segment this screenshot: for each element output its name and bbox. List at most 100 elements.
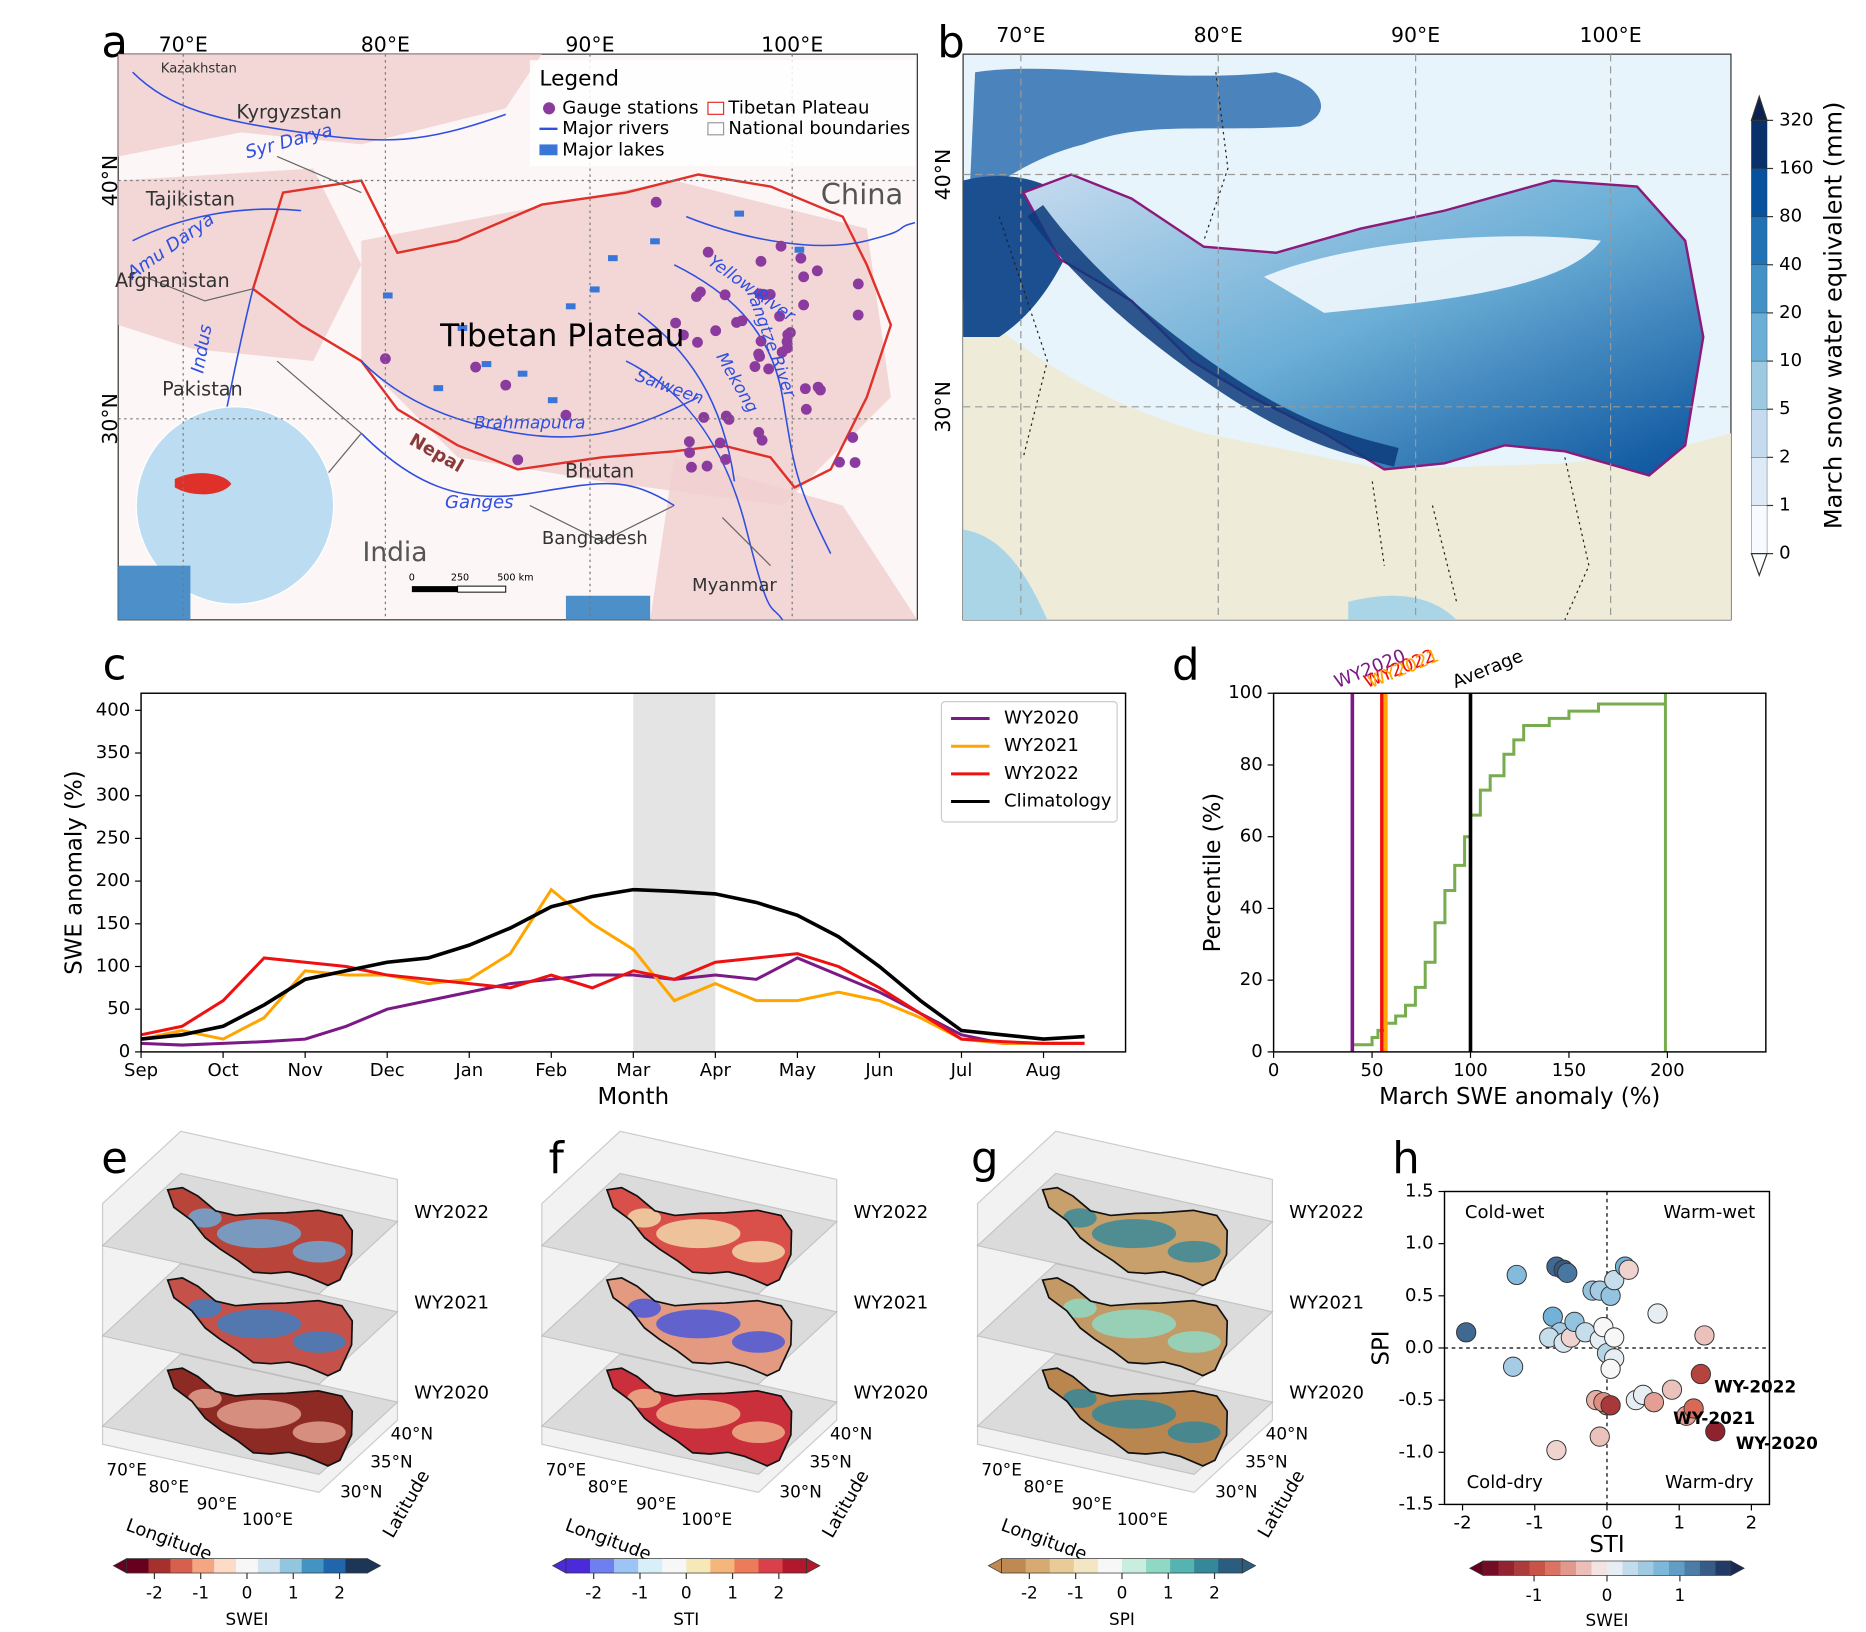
gauge-station [774,310,785,322]
lat-label: 40°N [98,155,122,207]
y-axis-label: Latitude [818,1467,873,1542]
x-tick-label: Sep [124,1060,158,1081]
colorbar-cell [686,1558,711,1574]
layer-patch [292,1240,346,1263]
lake [608,255,618,262]
colorbar-cell [279,1558,303,1574]
lat-label: 30°N [98,393,122,445]
colorbar-tick-label: 1 [288,1582,299,1602]
quadrant-label: Cold-wet [1465,1202,1545,1223]
colorbar-tick-label: 2 [773,1582,784,1602]
colorbar-cell [1560,1560,1577,1576]
annotation: WY-2020 [1736,1433,1818,1453]
y-tick-label: 60 [1240,826,1263,847]
lon-label: 80°E [588,1477,628,1497]
place-name: India [363,537,428,568]
gauge-station [379,353,391,365]
gauge-station [811,265,823,277]
x-tick-label: 2 [1746,1513,1757,1534]
scatter-point [1502,1356,1524,1377]
colorbar-tick-label: 10 [1779,350,1802,371]
x-axis-label: Month [597,1084,669,1110]
colorbar-cell [1715,1560,1732,1576]
river [360,432,675,507]
lon-label: 70°E [546,1460,586,1480]
colorbar-cell [1218,1558,1243,1574]
legend-label: Major lakes [562,139,664,160]
gauge-station [560,409,572,421]
gauge-station [784,327,796,338]
gauge-station [852,309,864,321]
y-tick-label: 1.0 [1405,1233,1434,1254]
layer-patch [732,1240,785,1263]
colorbar-extend [1750,553,1768,578]
scatter-point [1600,1395,1621,1416]
colorbar-tick-label: 0 [1779,543,1790,564]
colorbar-extend [1730,1560,1745,1577]
lon-label: 70°E [981,1460,1021,1480]
layer-patch [1062,1388,1097,1409]
layer-patch [656,1399,741,1429]
colorbar-cell [1146,1558,1171,1574]
x-tick-label: Oct [208,1060,239,1081]
scale-label: 0 [409,573,415,584]
snow-rim [1027,204,1399,467]
colorbar-cell [1498,1560,1515,1576]
scatter-point [1589,1426,1610,1447]
layer-outline [1041,1186,1229,1287]
scale-label: 250 [451,573,469,584]
quadrant-label: Cold-dry [1467,1472,1543,1493]
layer-patches [1062,1208,1221,1263]
y-tick-label: 0 [1251,1041,1262,1062]
lat-label: 40°N [391,1424,433,1444]
scatter-point [1600,1358,1621,1379]
x-tick-label: -1 [1526,1513,1544,1534]
gauge-station [698,412,710,423]
colorbar-tick-label: 2 [1779,446,1790,467]
panel-letter: e [101,1134,128,1184]
colorbar-cell [1514,1560,1530,1576]
lake [481,361,492,368]
x-tick-label: Jan [454,1060,483,1081]
x-tick-label: Aug [1026,1060,1061,1081]
x-tick-label: Feb [535,1060,567,1081]
quadrant-label: Warm-dry [1665,1472,1754,1493]
colorbar-tick-label: -1 [1067,1582,1084,1602]
colorbar-cell [1751,360,1768,410]
gauge-station [650,196,662,208]
layer-patch [188,1298,222,1318]
y-tick-label: 400 [96,699,130,720]
layer-patch [1091,1219,1177,1249]
x-tick-label: 0 [1601,1513,1612,1534]
colorbar-cell [782,1558,807,1574]
colorbar-tick-label: -2 [146,1582,163,1602]
colorbar-cell [1529,1560,1546,1576]
lon-label: 70°E [106,1460,146,1480]
colorbar-cell [1049,1558,1075,1574]
layer-outline [1041,1277,1229,1377]
y-axis-label: Latitude [379,1467,434,1542]
colorbar-tick-label: 1 [1779,494,1790,515]
gauge-station [798,271,810,283]
colorbar-cell [638,1558,663,1574]
colorbar-cell [170,1558,193,1574]
colorbar-cell [710,1558,735,1574]
scatter-point [1647,1303,1668,1324]
lat-label: 35°N [809,1451,851,1471]
lon-label: 70°E [996,23,1045,47]
x-tick-label: Nov [288,1060,324,1081]
layer-patch [1091,1309,1177,1339]
x-axis-label: March SWE anomaly (%) [1379,1084,1660,1110]
gauge-station [798,299,810,311]
panel-letter: b [937,18,965,68]
legend-label: Major rivers [562,118,669,139]
y-tick-label: -0.5 [1398,1389,1433,1410]
legend-symbol [539,144,558,156]
colorbar-cell [214,1558,237,1574]
layer-patch [732,1331,785,1353]
river [637,312,736,482]
river [625,360,784,621]
lon-label: 90°E [636,1493,676,1513]
lake [734,210,745,217]
legend-symbol [707,101,725,115]
